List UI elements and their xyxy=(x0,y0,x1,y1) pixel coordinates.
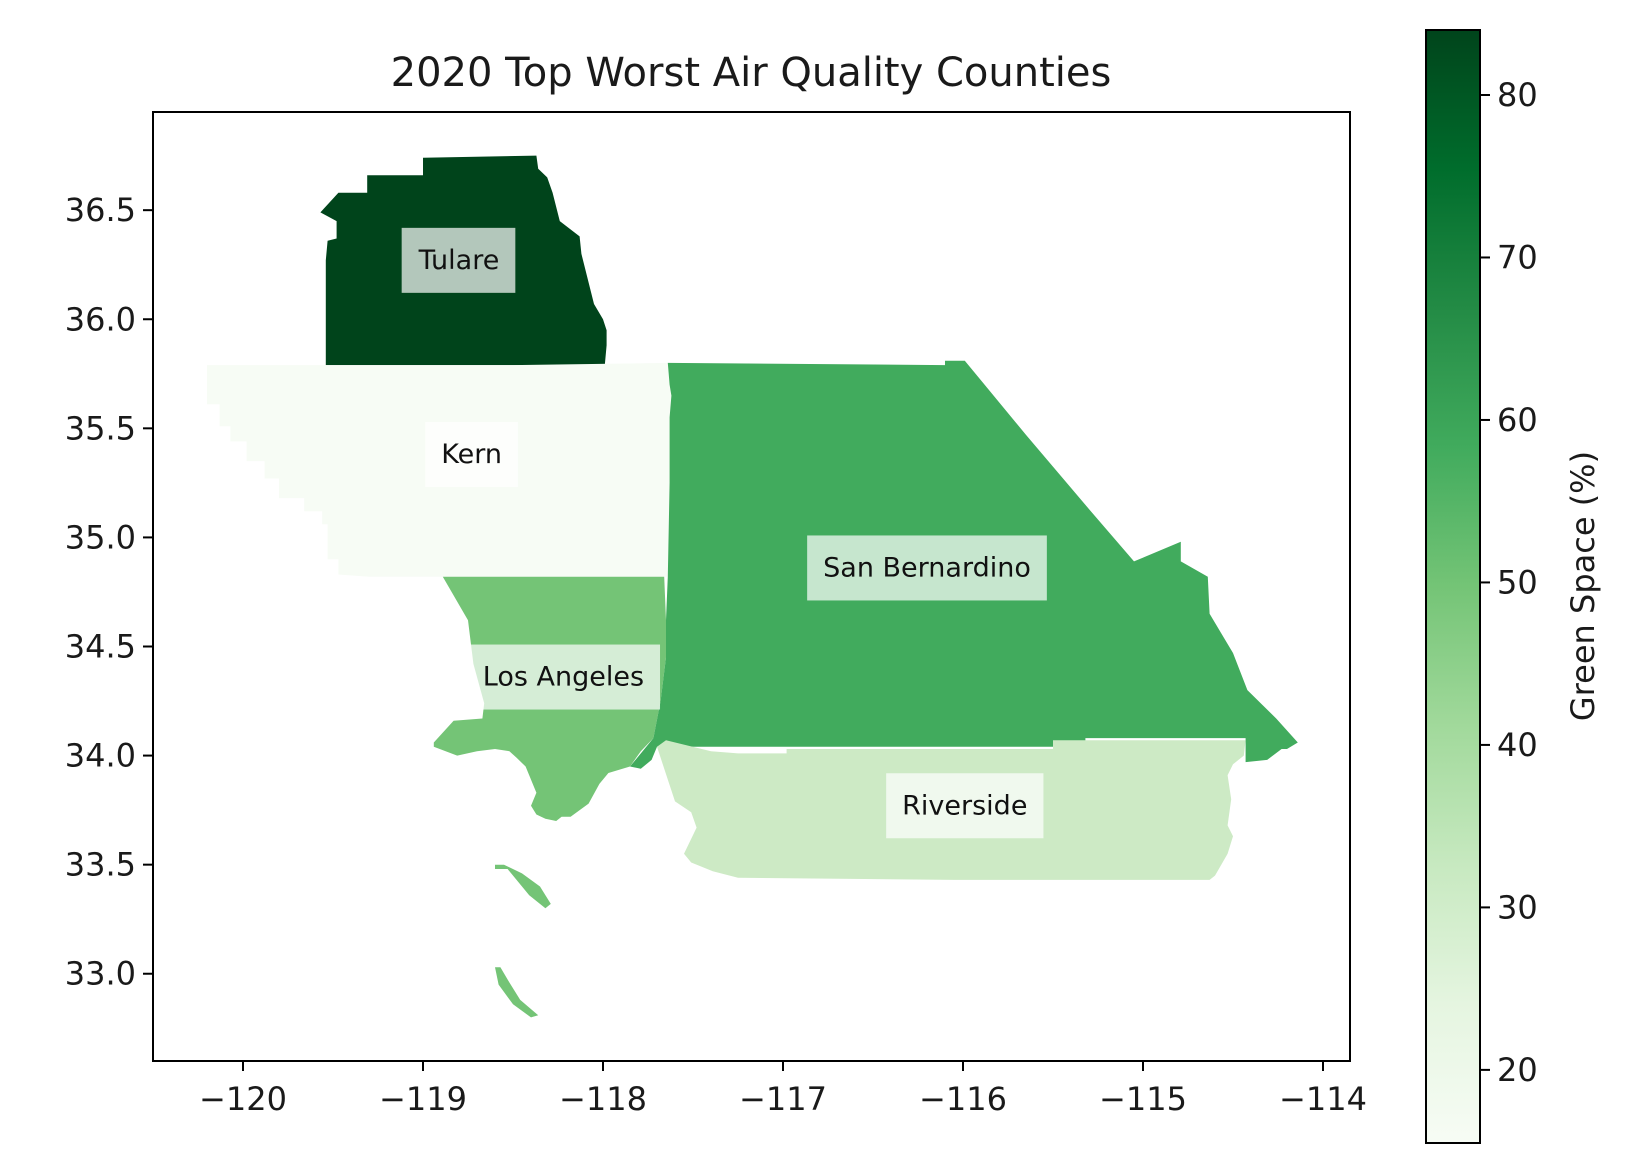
colorbar-tick-label: 80 xyxy=(1497,76,1538,114)
y-tick-label: 35.0 xyxy=(65,518,136,556)
colorbar-tick-label: 20 xyxy=(1497,1051,1538,1089)
x-tick-label: −115 xyxy=(1099,1080,1187,1118)
colorbar-tick-label: 50 xyxy=(1497,563,1538,601)
colorbar: 20 30 40 50 60 70 80 Green Space (%) xyxy=(1425,29,1602,1144)
county-label-riverside: Riverside xyxy=(886,773,1044,839)
y-tick-label: 34.5 xyxy=(65,627,136,665)
county-label-box xyxy=(425,422,518,488)
county-regions xyxy=(207,155,1298,1018)
plot-frame xyxy=(152,111,1351,1062)
y-axis: 33.0 33.5 34.0 34.5 35.0 35.5 36.0 36.5 xyxy=(65,191,153,993)
x-tick-label: −117 xyxy=(739,1080,827,1118)
y-tick-label: 36.5 xyxy=(65,191,136,229)
county-label-san-bernardino: San Bernardino xyxy=(807,535,1047,601)
county-label-kern: Kern xyxy=(425,422,518,488)
colorbar-gradient xyxy=(1425,29,1481,1144)
x-tick-label: −119 xyxy=(379,1080,467,1118)
county-label-los-angeles: Los Angeles xyxy=(466,644,661,710)
x-tick-label: −120 xyxy=(199,1080,287,1118)
colorbar-tick-label: 40 xyxy=(1497,726,1538,764)
county-label-box xyxy=(466,644,661,710)
county-label-box xyxy=(807,535,1047,601)
colorbar-label: Green Space (%) xyxy=(1564,451,1602,721)
county-label-text: Kern xyxy=(441,439,502,470)
y-tick-label: 36.0 xyxy=(65,300,136,338)
x-tick-label: −114 xyxy=(1279,1080,1367,1118)
colorbar-ticks: 20 30 40 50 60 70 80 xyxy=(1480,76,1538,1089)
y-tick-label: 35.5 xyxy=(65,409,136,447)
map-title: 2020 Top Worst Air Quality Counties xyxy=(391,50,1112,96)
colorbar-tick-label: 60 xyxy=(1497,401,1538,439)
y-tick-label: 33.5 xyxy=(65,846,136,884)
y-tick-label: 33.0 xyxy=(65,955,136,993)
colorbar-tick-label: 30 xyxy=(1497,888,1538,926)
colorbar-tick-label: 70 xyxy=(1497,238,1538,276)
county-labels: Tulare Kern Los Angeles San Bernardino River… xyxy=(401,227,1047,839)
x-tick-label: −118 xyxy=(559,1080,647,1118)
county-label-tulare: Tulare xyxy=(401,227,516,293)
y-tick-label: 34.0 xyxy=(65,737,136,775)
x-tick-label: −116 xyxy=(919,1080,1007,1118)
county-label-text: San Bernardino xyxy=(823,552,1031,583)
county-label-box xyxy=(886,773,1044,839)
county-label-box xyxy=(401,227,516,293)
x-axis: −120 −119 −118 −117 −116 −115 −114 xyxy=(199,1061,1367,1118)
county-label-text: Los Angeles xyxy=(483,662,644,693)
region-los-angeles xyxy=(433,576,666,1018)
county-label-text: Tulare xyxy=(418,245,500,276)
county-label-text: Riverside xyxy=(902,790,1027,821)
